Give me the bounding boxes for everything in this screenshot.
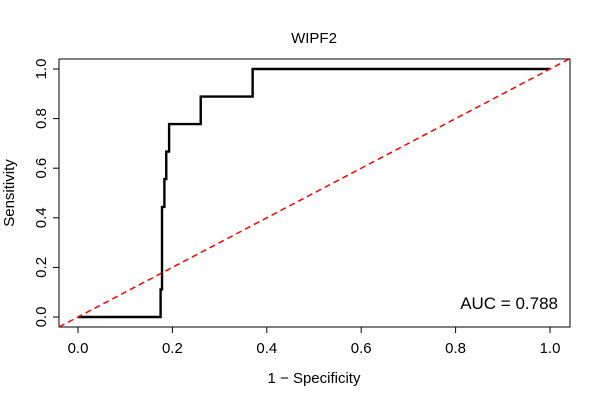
- y-tick-label: 0.2: [33, 257, 50, 278]
- x-tick-label: 0.8: [445, 340, 466, 357]
- x-axis: 0.0 0.2 0.4 0.6 0.8 1.0: [68, 326, 561, 357]
- y-axis-label: Sensitivity: [1, 159, 18, 227]
- y-axis: 0.0 0.2 0.4 0.6 0.8 1.0: [33, 59, 60, 328]
- chart-title: WIPF2: [291, 30, 337, 47]
- auc-annotation: AUC = 0.788: [460, 294, 558, 313]
- y-tick-label: 0.4: [33, 207, 50, 228]
- series-layer: [59, 59, 570, 327]
- x-tick-label: 0.4: [256, 340, 277, 357]
- x-tick-label: 0.2: [162, 340, 183, 357]
- y-tick-label: 0.6: [33, 158, 50, 179]
- x-tick-label: 1.0: [540, 340, 561, 357]
- y-tick-label: 1.0: [33, 59, 50, 80]
- x-axis-label: 1 − Specificity: [268, 370, 361, 387]
- x-tick-label: 0.6: [351, 340, 372, 357]
- x-tick-label: 0.0: [68, 340, 89, 357]
- y-tick-label: 0.8: [33, 108, 50, 129]
- roc-curve-line: [78, 67, 550, 319]
- y-tick-label: 0.0: [33, 307, 50, 328]
- reference-diagonal-line: [59, 59, 570, 327]
